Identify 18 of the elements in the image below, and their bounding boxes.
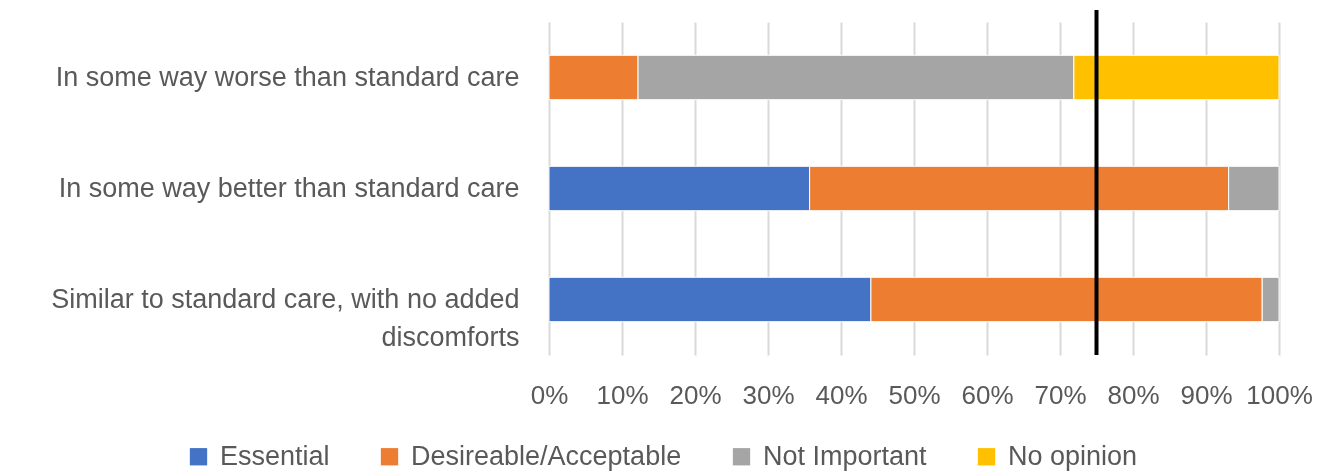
x-tick-label: 90% — [1180, 379, 1233, 410]
x-tick-label: 80% — [1107, 379, 1160, 410]
x-tick-label: 40% — [815, 379, 868, 410]
x-tick-label: 50% — [888, 379, 941, 410]
x-tick-label: 0% — [530, 379, 569, 410]
y-tick-label: In some way better than standard care — [58, 172, 520, 203]
x-tick-label: 70% — [1034, 379, 1087, 410]
x-tick-label: 60% — [961, 379, 1014, 410]
legend-label: No opinion — [1008, 440, 1138, 471]
legend-label: Essential — [220, 440, 330, 471]
y-tick-label: Similar to standard care, with no added discomforts — [51, 283, 520, 352]
x-tick-label: 30% — [742, 379, 795, 410]
legend-label: Desireable/Acceptable — [411, 440, 682, 471]
x-tick-label: 10% — [596, 379, 649, 410]
legend-label: Not Important — [763, 440, 928, 471]
y-tick-label: In some way worse than standard care — [55, 61, 520, 92]
x-tick-label: 20% — [669, 379, 722, 410]
x-tick-label: 100% — [1246, 379, 1313, 410]
